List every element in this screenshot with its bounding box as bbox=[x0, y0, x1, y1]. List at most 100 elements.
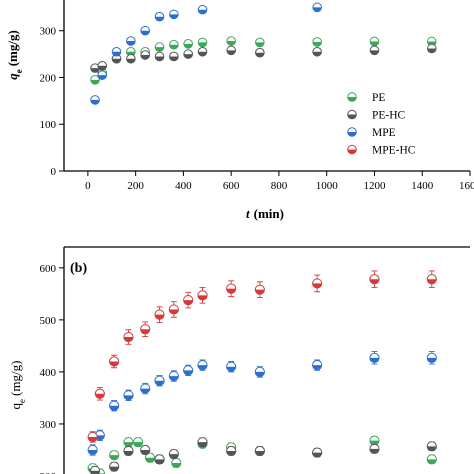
panel-b-y-axis-title: qe (mg/g) bbox=[8, 361, 27, 410]
data-point bbox=[426, 454, 437, 465]
panel-b-ylabel-unit: (mg/g) bbox=[8, 361, 23, 396]
series-mpe-hc bbox=[87, 270, 437, 443]
legend-marker bbox=[347, 127, 357, 137]
data-point bbox=[426, 441, 437, 452]
data-point bbox=[154, 51, 165, 62]
data-point bbox=[154, 309, 165, 320]
data-point bbox=[123, 437, 134, 448]
data-point bbox=[183, 39, 193, 49]
data-point bbox=[123, 445, 134, 457]
legend-item-mpe: MPE bbox=[347, 127, 396, 139]
panel-b-y-ticks: 200 300 400 500 600 bbox=[40, 263, 64, 474]
data-point bbox=[140, 444, 151, 456]
data-point bbox=[369, 435, 380, 446]
data-point bbox=[369, 45, 380, 56]
data-point bbox=[132, 437, 144, 448]
panel-a-x-axis-title: t (min) bbox=[246, 206, 284, 221]
panel-a-y-ticks: 0 100 200 300 bbox=[40, 26, 64, 178]
data-point bbox=[226, 283, 237, 294]
legend-label: MPE-HC bbox=[372, 145, 416, 157]
data-point bbox=[169, 39, 179, 50]
y-tick-label: 200 bbox=[40, 72, 57, 84]
data-point bbox=[197, 4, 208, 15]
data-point bbox=[97, 70, 108, 80]
data-point bbox=[140, 383, 151, 394]
data-point bbox=[255, 47, 265, 58]
legend-item-mpe-hc: MPE-HC bbox=[347, 145, 416, 157]
data-point bbox=[197, 46, 208, 57]
panel-b-chart: 200 300 400 500 600 (b) qe (mg/g) bbox=[8, 246, 470, 474]
data-point bbox=[197, 290, 208, 301]
data-point bbox=[183, 49, 193, 59]
legend-item-pe-hc: PE-HC bbox=[347, 109, 406, 122]
data-point bbox=[109, 450, 120, 461]
panel-a-xlabel-unit: (min) bbox=[254, 206, 284, 221]
panel-a-ylabel-sub: e bbox=[14, 69, 24, 73]
data-point bbox=[169, 9, 179, 20]
y-tick-label: 500 bbox=[40, 315, 57, 327]
data-point bbox=[369, 274, 380, 285]
panel-a-x-ticks: 0 200 400 600 800 1000 1200 1400 1600 bbox=[85, 171, 474, 192]
data-point bbox=[90, 95, 100, 105]
legend-marker bbox=[347, 109, 357, 120]
data-point bbox=[426, 274, 437, 285]
series-mpe bbox=[87, 351, 437, 456]
data-point bbox=[168, 449, 179, 460]
y-tick-label: 200 bbox=[40, 471, 57, 474]
data-point bbox=[197, 37, 208, 48]
data-point bbox=[312, 2, 322, 13]
data-point bbox=[312, 360, 323, 371]
x-tick-label: 400 bbox=[175, 180, 192, 192]
panel-a-xlabel-t: t bbox=[246, 206, 250, 221]
y-tick-label: 100 bbox=[40, 119, 57, 131]
y-tick-label: 600 bbox=[40, 263, 57, 275]
data-point bbox=[140, 50, 150, 60]
data-point bbox=[97, 60, 108, 71]
data-point bbox=[254, 366, 265, 378]
x-tick-label: 200 bbox=[127, 180, 144, 192]
data-point bbox=[369, 36, 380, 47]
data-point bbox=[111, 46, 122, 57]
data-point bbox=[254, 445, 265, 457]
data-point bbox=[154, 42, 165, 52]
data-point bbox=[89, 465, 101, 474]
x-tick-label: 800 bbox=[271, 180, 288, 192]
series-pe-hc bbox=[89, 437, 437, 474]
data-point bbox=[369, 443, 380, 455]
data-point bbox=[144, 452, 156, 463]
data-point bbox=[140, 25, 150, 36]
data-point bbox=[312, 447, 323, 458]
data-point bbox=[154, 454, 165, 465]
data-point bbox=[109, 461, 120, 472]
data-point bbox=[154, 375, 165, 386]
legend-label: PE bbox=[372, 92, 385, 104]
data-point bbox=[126, 36, 136, 46]
x-tick-label: 600 bbox=[223, 180, 240, 192]
legend-marker bbox=[347, 92, 357, 102]
data-point bbox=[183, 365, 194, 376]
legend-label: MPE bbox=[372, 127, 396, 139]
x-tick-label: 1000 bbox=[316, 180, 339, 192]
legend-label: PE-HC bbox=[372, 110, 406, 122]
data-point bbox=[197, 360, 208, 371]
y-tick-label: 300 bbox=[40, 26, 57, 38]
data-point bbox=[226, 445, 237, 457]
panel-b-ylabel-q: q bbox=[8, 402, 23, 409]
data-point bbox=[90, 63, 100, 73]
data-point bbox=[87, 431, 98, 443]
panel-a-y-axis-title: qe (mg/g) bbox=[5, 30, 24, 80]
data-point bbox=[111, 53, 122, 64]
panel-a-legend: PE PE-HC MPE MPE-HC bbox=[347, 92, 416, 157]
panel-a-ylabel-unit: (mg/g) bbox=[5, 30, 20, 66]
data-point bbox=[312, 278, 323, 289]
data-point bbox=[183, 294, 194, 306]
data-point bbox=[168, 304, 179, 315]
x-tick-label: 1200 bbox=[363, 180, 386, 192]
data-point bbox=[90, 75, 100, 85]
data-point bbox=[197, 437, 208, 448]
panel-a-chart: 0 100 200 300 0 200 400 600 800 1000 1200 1400 1600… bbox=[5, 0, 474, 221]
panel-b-points bbox=[87, 270, 437, 474]
data-point bbox=[254, 284, 265, 295]
data-point bbox=[94, 388, 105, 399]
